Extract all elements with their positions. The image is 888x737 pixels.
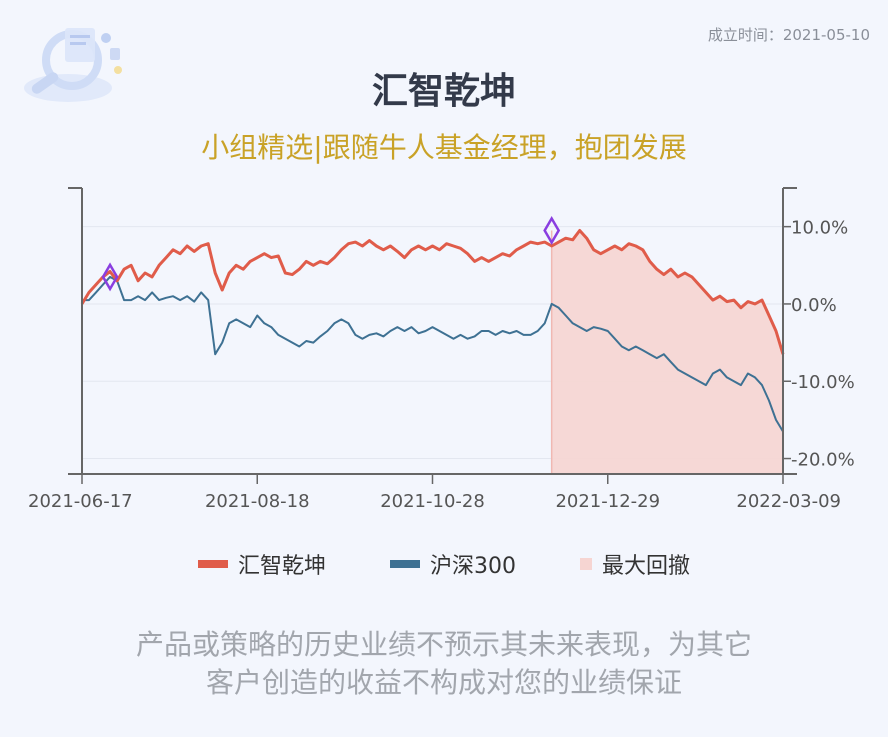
x-tick-label: 2021-10-28 [380, 491, 485, 512]
disclaimer: 产品或策略的历史业绩不预示其未来表现，为其它 客户创造的收益不构成对您的业绩保证 [0, 626, 888, 702]
drawdown-area [551, 230, 783, 474]
chart-axes [68, 187, 797, 484]
legend-item-index[interactable]: 沪深300 [390, 548, 516, 580]
tick-labels: 10.0% 0.0% -10.0% -20.0% 2021-06-17 2021-08-1… [28, 218, 855, 512]
legend-swatch-index [390, 560, 420, 568]
legend-swatch-drawdown [580, 558, 592, 570]
disclaimer-line-1: 产品或策略的历史业绩不预示其未来表现，为其它 [135, 628, 752, 661]
legend-item-drawdown[interactable]: 最大回撤 [580, 548, 690, 580]
index-line [82, 275, 784, 433]
legend-item-fund[interactable]: 汇智乾坤 [197, 548, 326, 580]
y-tick-label: 0.0% [791, 295, 837, 316]
legend-swatch-fund [197, 560, 228, 568]
x-tick-label: 2021-08-18 [205, 491, 310, 512]
legend-label: 沪深300 [430, 554, 516, 579]
x-tick-label: 2021-12-29 [555, 491, 660, 512]
magnifier-illustration-icon [24, 28, 122, 102]
founded-date: 成立时间：2021-05-10 [707, 26, 870, 44]
page-title: 汇智乾坤 [371, 71, 516, 112]
series-lines [80, 229, 785, 433]
legend-label: 最大回撤 [602, 554, 691, 579]
disclaimer-line-2: 客户创造的收益不构成对您的业绩保证 [205, 666, 682, 699]
drawdown-area-layer [550, 230, 783, 474]
y-tick-label: 10.0% [791, 218, 848, 239]
legend-label: 汇智乾坤 [237, 554, 326, 579]
markers [101, 216, 561, 292]
x-tick-label: 2021-06-17 [28, 491, 133, 512]
drawdown-peak-marker [543, 216, 561, 245]
performance-chart: 10.0% 0.0% -10.0% -20.0% 2021-06-17 2021-08-1… [28, 187, 855, 512]
fund-line [80, 229, 785, 355]
x-tick-label: 2022-03-09 [736, 491, 841, 512]
peak-marker [101, 262, 119, 292]
y-tick-label: -10.0% [791, 372, 855, 393]
page-subtitle: 小组精选|跟随牛人基金经理，抱团发展 [201, 131, 687, 164]
y-tick-label: -20.0% [791, 450, 855, 471]
chart-legend: 汇智乾坤 沪深300 最大回撤 [0, 548, 888, 580]
